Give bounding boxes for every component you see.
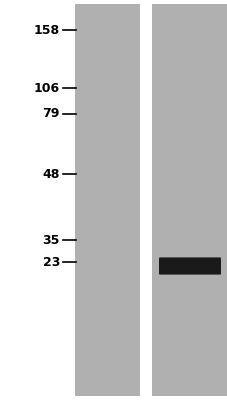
Text: 35: 35 [42,234,60,246]
Bar [151,4,227,396]
FancyBboxPatch shape [158,258,220,274]
Text: 23: 23 [42,256,60,268]
Text: 79: 79 [42,108,60,120]
Text: 48: 48 [42,168,60,180]
Text: 158: 158 [34,24,60,36]
Bar [139,0,151,400]
Bar [75,4,139,396]
Text: 106: 106 [34,82,60,94]
